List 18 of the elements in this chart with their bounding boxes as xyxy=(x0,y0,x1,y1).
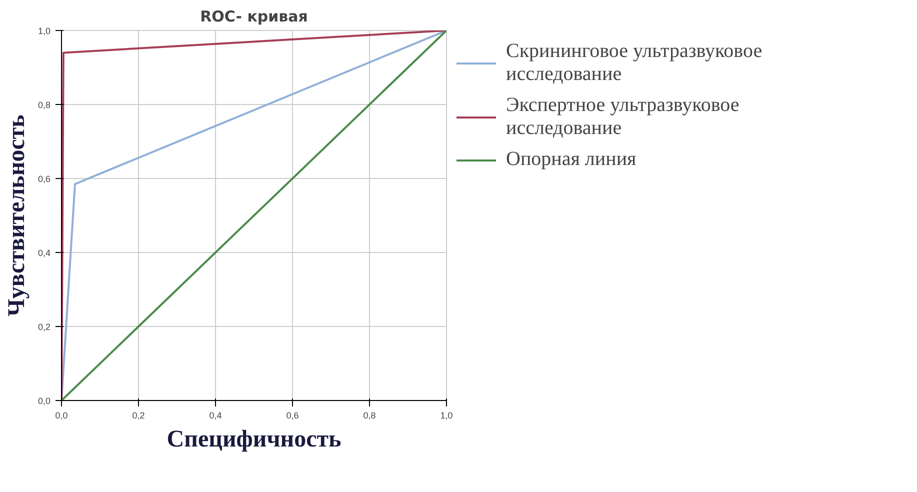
y-tick-label: 0,4 xyxy=(38,248,51,258)
x-tick-label: 0,2 xyxy=(132,410,145,420)
x-tick-label: 0,6 xyxy=(286,410,299,420)
x-tick-label: 1,0 xyxy=(440,410,453,420)
y-tick-label: 0,0 xyxy=(38,396,51,406)
x-axis-title: Специфичность xyxy=(166,426,342,452)
x-tick-label: 0,0 xyxy=(55,410,68,420)
x-tick-label: 0,8 xyxy=(363,410,376,420)
y-tick-label: 0,6 xyxy=(38,174,51,184)
chart-title: ROC- кривая xyxy=(200,8,308,26)
y-tick-label: 0,2 xyxy=(38,322,51,332)
legend-label: Экспертное ультразвуковое исследование xyxy=(506,94,740,140)
legend-label: Опорная линия xyxy=(506,148,636,171)
x-tick-label: 0,4 xyxy=(209,410,222,420)
y-tick-label: 1,0 xyxy=(38,26,51,36)
y-tick-label: 0,8 xyxy=(38,100,51,110)
y-axis-title: Чувствительность xyxy=(4,114,30,316)
legend-label: Скрининговое ультразвуковое исследование xyxy=(506,40,762,86)
